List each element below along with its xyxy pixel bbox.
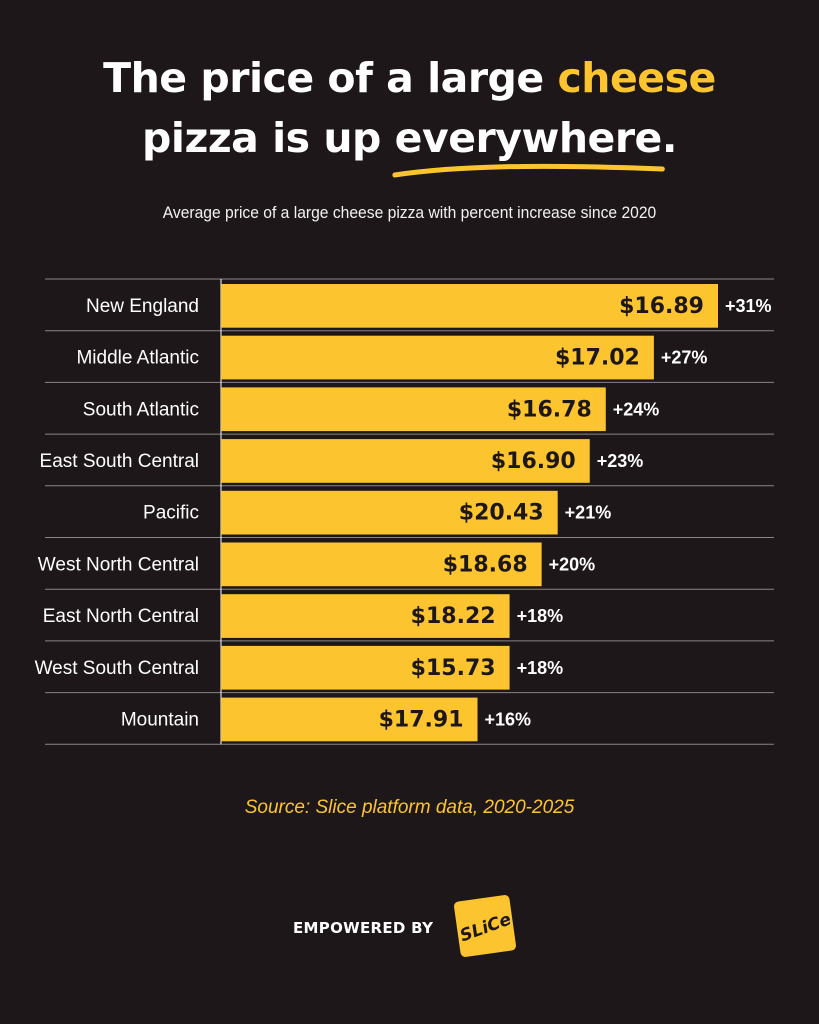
headline-highlight: cheese	[557, 54, 717, 102]
headline-line-2: pizza is up everywhere.	[0, 108, 819, 178]
price-label: $18.22	[411, 604, 496, 629]
bar	[221, 284, 718, 328]
percent-label: +24%	[613, 399, 660, 419]
price-label: $16.90	[491, 449, 576, 474]
slice-logo[interactable]: SLiCe	[451, 892, 519, 960]
headline: The price of a large cheese pizza is up …	[0, 48, 819, 178]
percent-label: +16%	[485, 709, 532, 729]
bar	[221, 542, 542, 587]
percent-label: +18%	[517, 606, 564, 626]
bar	[221, 335, 654, 380]
category-label: Middle Atlantic	[76, 348, 199, 369]
price-label: $17.02	[555, 346, 640, 371]
bar	[221, 594, 510, 638]
price-bar-chart: New England $16.89 +31% Middle Atlantic $17.…	[35, 278, 774, 745]
category-label: West North Central	[38, 554, 199, 575]
category-label: Pacific	[143, 503, 199, 524]
category-label: East South Central	[40, 451, 199, 472]
chart-subtitle: Average price of a large cheese pizza wi…	[162, 203, 657, 222]
category-label: East North Central	[43, 606, 199, 627]
bar	[221, 645, 510, 690]
headline-underlined-word: everywhere	[392, 108, 665, 178]
price-label: $15.73	[411, 656, 496, 681]
bar	[221, 439, 590, 483]
price-label: $17.91	[379, 707, 464, 732]
price-label: $20.43	[459, 501, 544, 526]
category-label: West South Central	[35, 658, 199, 679]
category-label: Mountain	[121, 709, 199, 730]
price-label: $18.68	[443, 552, 528, 577]
bar	[221, 387, 606, 432]
price-label: $16.89	[619, 294, 704, 319]
percent-label: +23%	[597, 451, 644, 471]
footer: EMPOWERED BY SLiCe	[0, 886, 819, 976]
category-label: New England	[86, 296, 199, 317]
percent-label: +31%	[725, 296, 772, 316]
bar	[221, 697, 478, 742]
headline-text-1: The price of a large	[103, 54, 558, 102]
percent-label: +21%	[565, 503, 612, 523]
empowered-by-label: EMPOWERED BY	[293, 919, 434, 937]
headline-underlined-text: everywhere	[394, 114, 663, 162]
headline-line-1: The price of a large cheese	[0, 48, 819, 108]
percent-label: +20%	[549, 554, 596, 574]
source-note: Source: Slice platform data, 2020-2025	[244, 797, 575, 818]
category-label: South Atlantic	[83, 399, 199, 420]
bar	[221, 490, 558, 535]
headline-period: .	[661, 114, 678, 162]
percent-label: +27%	[661, 348, 708, 368]
scribble-underline-icon	[392, 163, 665, 178]
price-label: $16.78	[507, 397, 592, 422]
percent-label: +18%	[517, 658, 564, 678]
headline-text-2: pizza is up	[142, 114, 395, 162]
